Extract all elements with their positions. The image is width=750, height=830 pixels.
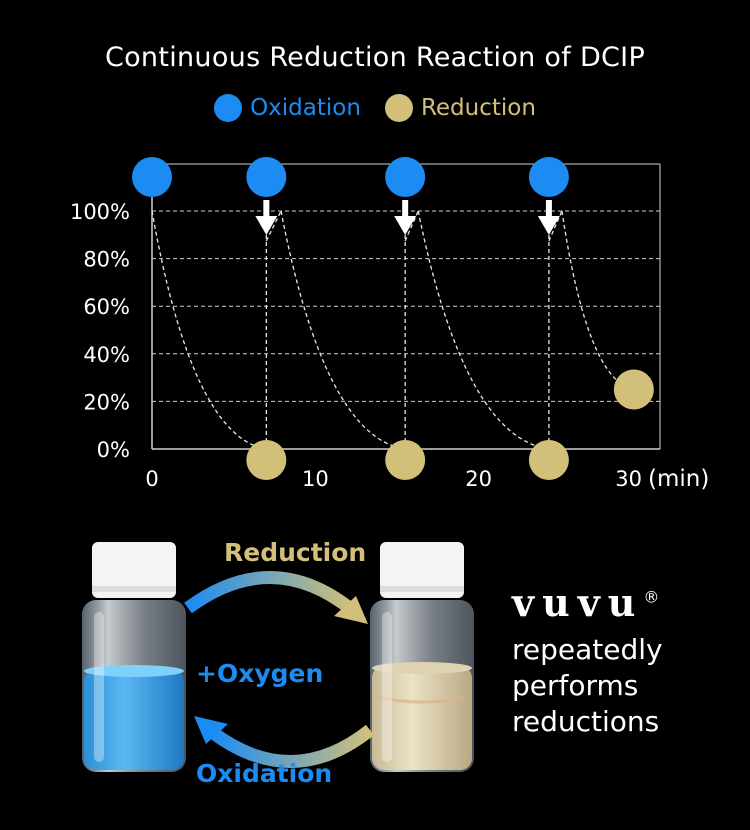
reduction-arrowhead-icon xyxy=(334,596,368,624)
x-tick-label: 20 xyxy=(465,467,492,491)
chart-plot: 0% 20% 40% 60% 80% 100% 0 10 20 30 (min) xyxy=(70,157,709,492)
oxidation-marker xyxy=(246,157,287,197)
y-tick-label: 20% xyxy=(83,390,130,414)
x-unit-label: (min) xyxy=(648,466,709,492)
reduction-marker xyxy=(528,440,569,480)
chart-title: Continuous Reduction Reaction of DCIP xyxy=(104,42,646,73)
oxidation-marker xyxy=(528,157,569,197)
chart-tick-labels: 0% 20% 40% 60% 80% 100% 0 10 20 30 (min) xyxy=(70,200,709,492)
down-arrow-icon xyxy=(394,216,417,235)
cycle-reduction-label: Reduction xyxy=(224,538,366,567)
reduced-vial xyxy=(370,542,474,772)
oxidation-arrow xyxy=(208,724,375,768)
brand-logo: vuvu® xyxy=(512,580,659,625)
decay-curve xyxy=(280,210,406,450)
reduction-marker xyxy=(246,440,287,480)
brand-tagline: repeatedly performs reductions xyxy=(512,632,732,740)
x-tick-label: 0 xyxy=(145,467,158,491)
brand-name: vuvu xyxy=(512,580,644,625)
y-tick-label: 40% xyxy=(83,343,130,367)
down-arrow-shaft xyxy=(545,200,552,218)
legend-label-oxidation: Oxidation xyxy=(250,95,361,121)
y-tick-label: 100% xyxy=(70,200,130,224)
cycle-oxygen-label: +Oxygen xyxy=(196,659,323,688)
reduction-arrow xyxy=(184,571,357,616)
down-arrow-icon xyxy=(255,216,278,235)
decay-curve xyxy=(151,210,267,450)
x-tick-label: 30 xyxy=(615,467,642,491)
registered-mark: ® xyxy=(643,587,660,607)
oxidation-arrowhead-icon xyxy=(194,716,228,744)
legend: Oxidation Reduction xyxy=(0,94,750,122)
tagline-line: performs xyxy=(512,669,639,702)
oxidation-marker xyxy=(132,157,172,197)
y-tick-label: 0% xyxy=(97,438,130,462)
decay-curve xyxy=(561,210,634,391)
oxidized-vial xyxy=(82,542,186,772)
y-tick-label: 60% xyxy=(83,295,130,319)
down-arrow-shaft xyxy=(402,200,409,218)
y-tick-label: 80% xyxy=(83,248,130,272)
legend-item-reduction: Reduction xyxy=(384,94,536,122)
reduction-marker xyxy=(613,369,654,410)
down-arrow-icon xyxy=(537,216,560,235)
chart-arrows xyxy=(255,200,560,235)
redox-cycle-illustration: Reduction +Oxygen Oxidation xyxy=(82,538,474,788)
down-arrow-shaft xyxy=(263,200,270,218)
tagline-line: repeatedly xyxy=(512,633,663,666)
x-tick-label: 10 xyxy=(302,467,329,491)
legend-label-reduction: Reduction xyxy=(420,95,536,121)
tagline-line: reductions xyxy=(512,705,660,738)
legend-item-oxidation: Oxidation xyxy=(214,94,361,122)
reduction-dot-icon xyxy=(384,94,413,122)
reduction-marker xyxy=(385,440,426,480)
rise-line xyxy=(265,210,282,242)
cycle-oxidation-label: Oxidation xyxy=(196,759,332,788)
oxidation-marker xyxy=(385,157,426,197)
chart-markers xyxy=(132,157,654,480)
rise-line xyxy=(548,210,563,242)
decay-curve xyxy=(417,210,549,450)
oxidation-dot-icon xyxy=(214,94,243,122)
rise-line xyxy=(404,210,419,242)
chart-curves xyxy=(151,210,634,450)
